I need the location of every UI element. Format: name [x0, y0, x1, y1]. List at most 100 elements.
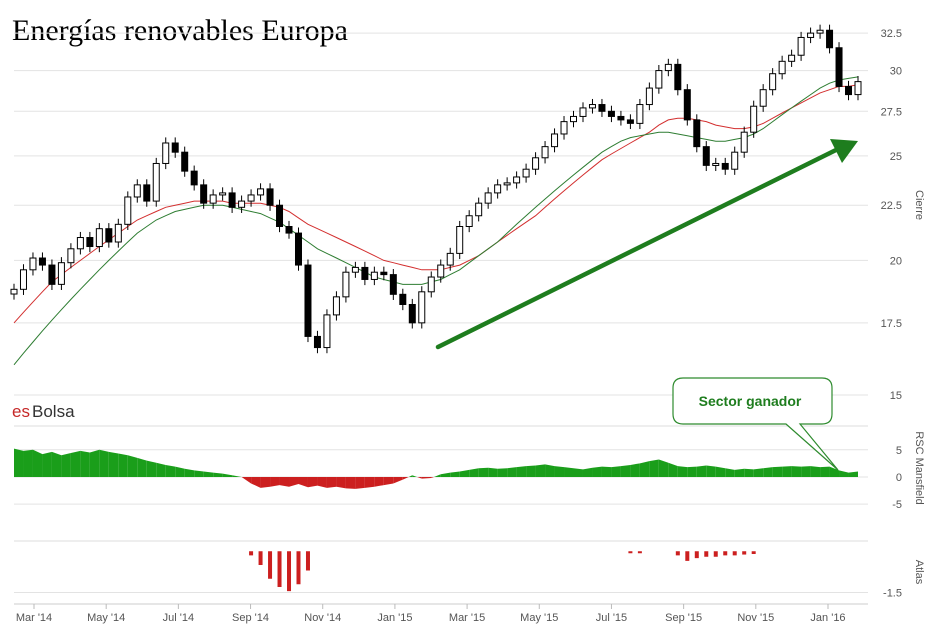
rsc-area-segment	[14, 448, 24, 477]
atlas-panel: -1.5	[14, 540, 902, 600]
atlas-bar	[305, 551, 310, 571]
candle-body	[778, 60, 786, 75]
candle-body	[143, 184, 151, 202]
rsc-axis-label: RSC Mansfield	[913, 431, 925, 504]
rsc-area-segment	[753, 468, 764, 477]
candle-body	[332, 296, 340, 316]
atlas-bar	[268, 551, 273, 579]
candle-body	[551, 133, 559, 148]
candle-body	[607, 110, 615, 117]
rsc-area-segment	[582, 467, 593, 477]
candle-body	[456, 226, 464, 254]
rsc-area-segment	[668, 462, 678, 477]
rsc-area-segment	[791, 466, 802, 477]
candle-body	[503, 182, 511, 186]
rsc-area-segment	[127, 455, 138, 477]
rsc-area-segment	[478, 467, 489, 477]
atlas-bar	[287, 551, 292, 592]
rsc-area-segment	[630, 463, 640, 477]
candle-body	[475, 202, 483, 217]
rsc-area-segment	[118, 453, 128, 477]
x-tick-label: Sep '14	[232, 612, 269, 624]
rsc-area-segment	[715, 466, 726, 477]
candle-body	[835, 47, 843, 87]
candle-body	[674, 63, 682, 91]
rsc-area-segment	[601, 466, 612, 477]
candle-body	[816, 29, 824, 34]
price-tick-label: 32.5	[881, 28, 902, 40]
candle-body	[427, 276, 435, 293]
rsc-area-segment	[194, 470, 204, 477]
rsc-tick-label: 5	[896, 445, 902, 457]
candle-body	[626, 119, 634, 124]
candle-body	[342, 271, 350, 298]
rsc-area-segment	[734, 468, 745, 477]
atlas-bar	[742, 551, 747, 555]
candle-body	[247, 194, 255, 202]
rsc-area-segment	[317, 476, 327, 488]
candle-body	[636, 104, 644, 124]
rsc-area-segment	[336, 476, 346, 489]
x-tick-label: Jan '15	[377, 612, 412, 624]
rsc-area-segment	[23, 449, 33, 477]
chart-title: Energías renovables Europa	[12, 14, 348, 47]
atlas-bar	[675, 551, 680, 556]
candle-body	[702, 146, 710, 166]
candle-body	[114, 223, 122, 243]
candle-body	[152, 162, 160, 202]
atlas-bar	[685, 551, 690, 561]
candle-body	[86, 237, 94, 248]
candle-body	[162, 142, 170, 164]
price-tick-label: 20	[890, 255, 902, 267]
price-tick-label: 27.5	[881, 106, 902, 118]
rsc-area-segment	[289, 476, 299, 487]
price-tick-label: 15	[890, 390, 902, 402]
candle-body	[797, 36, 805, 56]
rsc-area-segment	[801, 466, 811, 477]
candle-body	[465, 215, 473, 228]
candle-body	[76, 237, 84, 250]
rsc-area-segment	[89, 449, 100, 477]
rsc-area-segment	[241, 476, 252, 484]
price-tick-label: 17.5	[881, 318, 902, 330]
rsc-area-segment	[507, 467, 517, 477]
candle-body	[712, 162, 720, 166]
atlas-axis-label: Atlas	[913, 560, 925, 585]
rsc-area-segment	[393, 476, 403, 484]
rsc-area-segment	[203, 471, 214, 477]
candle-body	[266, 188, 274, 206]
candle-body	[389, 274, 397, 295]
rsc-area-segment	[839, 470, 849, 477]
candle-body	[418, 291, 426, 324]
candle-body	[750, 105, 758, 133]
x-tick-label: May '15	[520, 612, 558, 624]
atlas-bar	[694, 551, 699, 559]
x-tick-label: Mar '15	[449, 612, 485, 624]
candle-body	[437, 264, 445, 278]
rsc-area-segment	[431, 476, 434, 479]
candle-body	[532, 157, 540, 170]
candle-body	[570, 115, 578, 123]
rsc-area-segment	[32, 449, 43, 477]
atlas-bar	[723, 551, 728, 556]
callout-text: Sector ganador	[699, 393, 802, 409]
rsc-area-segment	[156, 462, 166, 477]
candle-body	[807, 32, 815, 38]
atlas-bar	[637, 551, 642, 554]
candle-body	[598, 104, 606, 112]
candle-body	[219, 192, 227, 196]
rsc-area-segment	[42, 451, 52, 477]
rsc-area-segment	[80, 450, 90, 477]
candle-body	[285, 226, 293, 234]
candle-body	[380, 271, 388, 276]
rsc-area-segment	[658, 459, 669, 477]
candle-body	[664, 63, 672, 72]
x-tick-label: Jul '14	[163, 612, 194, 624]
rsc-area-segment	[829, 466, 840, 477]
rsc-panel: -5 0 5	[14, 425, 902, 511]
candle-body	[740, 131, 748, 153]
rsc-area-segment	[184, 468, 195, 477]
rsc-area-segment	[383, 476, 394, 486]
candle-body	[200, 184, 208, 204]
candle-body	[731, 151, 739, 170]
